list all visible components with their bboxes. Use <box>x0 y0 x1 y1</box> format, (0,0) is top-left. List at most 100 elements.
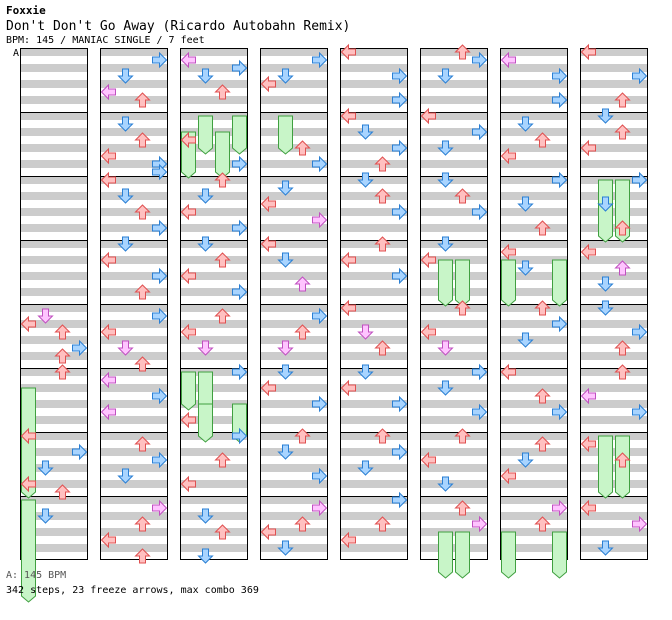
arrow-icon <box>392 139 408 157</box>
arrow-icon <box>357 172 374 188</box>
step-stats: 342 steps, 23 freeze arrows, max combo 3… <box>6 585 259 596</box>
arrow-icon <box>214 308 231 324</box>
arrow-icon <box>232 59 248 77</box>
arrow-icon <box>597 196 614 212</box>
arrow-icon <box>100 251 116 269</box>
arrow-icon <box>614 220 631 236</box>
arrow-icon <box>152 163 168 181</box>
arrow-icon <box>632 403 648 421</box>
arrow-icon <box>437 140 454 156</box>
arrow-icon <box>54 348 71 364</box>
arrow-icon <box>180 323 196 341</box>
arrow-icon <box>580 139 596 157</box>
arrow-icon <box>152 451 168 469</box>
arrow-icon <box>420 451 436 469</box>
arrow-icon <box>277 340 294 356</box>
arrow-icon <box>232 363 248 381</box>
arrow-icon <box>152 499 168 517</box>
bpm-summary: A: 145 BPM <box>6 570 67 581</box>
arrow-icon <box>500 467 516 485</box>
freeze-arrow <box>198 403 213 443</box>
arrow-icon <box>260 523 276 541</box>
arrow-icon <box>580 43 596 61</box>
arrow-icon <box>517 332 534 348</box>
arrow-icon <box>340 299 356 317</box>
arrow-icon <box>340 531 356 549</box>
arrow-icon <box>277 540 294 556</box>
arrow-icon <box>472 123 488 141</box>
arrow-icon <box>197 548 214 564</box>
arrow-icon <box>552 171 568 189</box>
arrow-icon <box>392 67 408 85</box>
arrow-icon <box>197 68 214 84</box>
arrow-icon <box>340 43 356 61</box>
artist-name: Foxxie <box>6 4 46 17</box>
arrow-icon <box>277 252 294 268</box>
arrow-icon <box>472 51 488 69</box>
arrow-icon <box>312 395 328 413</box>
arrow-icon <box>552 403 568 421</box>
arrow-icon <box>214 452 231 468</box>
arrow-icon <box>392 395 408 413</box>
arrow-icon <box>100 323 116 341</box>
arrow-icon <box>134 92 151 108</box>
arrow-icon <box>454 428 471 444</box>
arrow-icon <box>500 363 516 381</box>
arrow-icon <box>534 132 551 148</box>
arrow-icon <box>552 315 568 333</box>
arrow-icon <box>197 340 214 356</box>
arrow-icon <box>100 531 116 549</box>
arrow-icon <box>517 116 534 132</box>
freeze-arrow <box>552 531 567 579</box>
arrow-icon <box>20 475 36 493</box>
arrow-icon <box>54 484 71 500</box>
freeze-arrow <box>438 531 453 579</box>
arrow-icon <box>392 267 408 285</box>
arrow-icon <box>100 403 116 421</box>
arrow-icon <box>214 172 231 188</box>
arrow-icon <box>534 388 551 404</box>
arrow-icon <box>277 180 294 196</box>
arrow-icon <box>357 124 374 140</box>
arrow-icon <box>312 211 328 229</box>
arrow-icon <box>472 363 488 381</box>
arrow-icon <box>152 219 168 237</box>
arrow-icon <box>232 155 248 173</box>
arrow-icon <box>100 171 116 189</box>
arrow-icon <box>152 51 168 69</box>
arrow-icon <box>232 283 248 301</box>
arrow-icon <box>294 428 311 444</box>
arrow-icon <box>357 460 374 476</box>
arrow-icon <box>152 387 168 405</box>
arrow-icon <box>374 340 391 356</box>
arrow-icon <box>180 131 196 149</box>
arrow-icon <box>614 364 631 380</box>
freeze-arrow <box>181 371 196 411</box>
arrow-icon <box>180 267 196 285</box>
arrow-icon <box>374 516 391 532</box>
arrow-icon <box>340 251 356 269</box>
arrow-icon <box>312 155 328 173</box>
arrow-icon <box>180 203 196 221</box>
arrow-icon <box>597 300 614 316</box>
arrow-icon <box>340 379 356 397</box>
arrow-icon <box>454 500 471 516</box>
arrow-icon <box>134 356 151 372</box>
arrow-icon <box>37 308 54 324</box>
arrow-icon <box>277 364 294 380</box>
arrow-icon <box>517 260 534 276</box>
freeze-arrow <box>598 435 613 499</box>
arrow-icon <box>374 188 391 204</box>
arrow-icon <box>420 251 436 269</box>
arrow-icon <box>534 436 551 452</box>
arrow-icon <box>134 204 151 220</box>
arrow-icon <box>632 171 648 189</box>
arrow-icon <box>100 83 116 101</box>
arrow-icon <box>437 236 454 252</box>
arrow-icon <box>500 147 516 165</box>
arrow-icon <box>632 515 648 533</box>
freeze-arrow <box>552 259 567 307</box>
arrow-icon <box>54 324 71 340</box>
arrow-icon <box>597 540 614 556</box>
song-title: Don't Don't Go Away (Ricardo Autobahn Re… <box>6 19 351 34</box>
